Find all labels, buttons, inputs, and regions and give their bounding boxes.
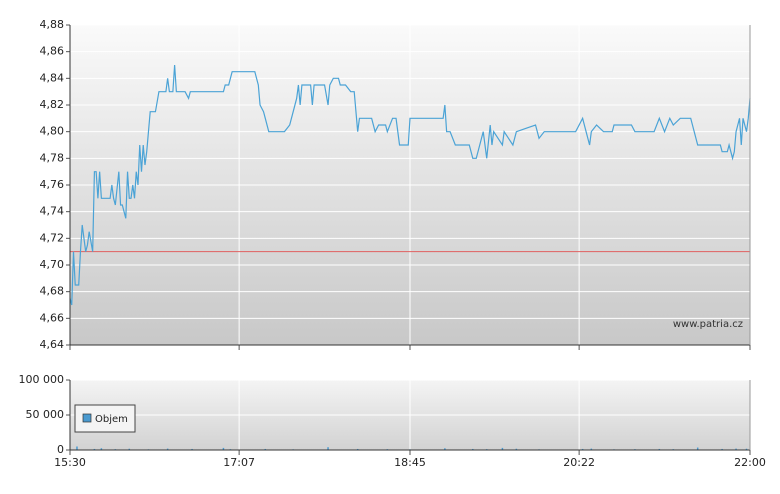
volume-bar bbox=[590, 448, 593, 450]
volume-bar bbox=[191, 448, 193, 450]
volume-bar bbox=[745, 448, 748, 450]
volume-bar bbox=[128, 448, 131, 450]
volume-bar bbox=[735, 448, 737, 450]
volume-bar bbox=[327, 447, 329, 450]
price-line bbox=[69, 64, 751, 306]
volume-bar bbox=[93, 448, 96, 450]
x-tick-label: 18:45 bbox=[394, 456, 426, 469]
y-tick-label: 4,78 bbox=[40, 151, 65, 164]
volume-bar bbox=[472, 448, 474, 450]
volume-bar bbox=[696, 447, 699, 450]
volume-bar bbox=[76, 446, 78, 450]
y-tick-label: 100 000 bbox=[19, 373, 65, 386]
y-tick-label: 4,76 bbox=[40, 178, 65, 191]
volume-bar bbox=[356, 448, 359, 450]
x-tick-label: 22:00 bbox=[734, 456, 766, 469]
y-tick-label: 4,86 bbox=[40, 45, 65, 58]
legend-swatch bbox=[82, 413, 92, 423]
y-tick-label: 4,84 bbox=[40, 71, 65, 84]
volume-bar bbox=[166, 448, 169, 450]
volume-bar bbox=[658, 448, 661, 450]
y-tick-label: 4,66 bbox=[40, 311, 65, 324]
y-tick-label: 4,80 bbox=[40, 125, 65, 138]
volume-bar bbox=[501, 447, 504, 450]
y-tick-label: 4,70 bbox=[40, 258, 65, 271]
y-tick-label: 4,68 bbox=[40, 285, 65, 298]
volume-bar bbox=[100, 448, 103, 450]
y-tick-label: 4,74 bbox=[40, 205, 65, 218]
y-tick-label: 4,82 bbox=[40, 98, 65, 111]
volume-bar bbox=[515, 448, 518, 450]
x-tick-label: 17:07 bbox=[223, 456, 255, 469]
y-tick-label: 0 bbox=[57, 443, 64, 456]
legend-label: Objem bbox=[95, 414, 128, 425]
x-tick-label: 20:22 bbox=[563, 456, 595, 469]
volume-bar bbox=[264, 448, 267, 450]
x-tick-label: 15:30 bbox=[54, 456, 86, 469]
y-tick-label: 4,64 bbox=[40, 338, 65, 351]
volume-bar bbox=[444, 448, 446, 450]
volume-bar bbox=[581, 448, 584, 450]
volume-bar bbox=[721, 448, 723, 450]
y-tick-label: 50 000 bbox=[26, 408, 65, 421]
watermark: www.patria.cz bbox=[673, 319, 743, 330]
y-tick-label: 4,72 bbox=[40, 231, 65, 244]
volume-bar bbox=[222, 447, 225, 450]
y-tick-label: 4,88 bbox=[40, 18, 65, 31]
